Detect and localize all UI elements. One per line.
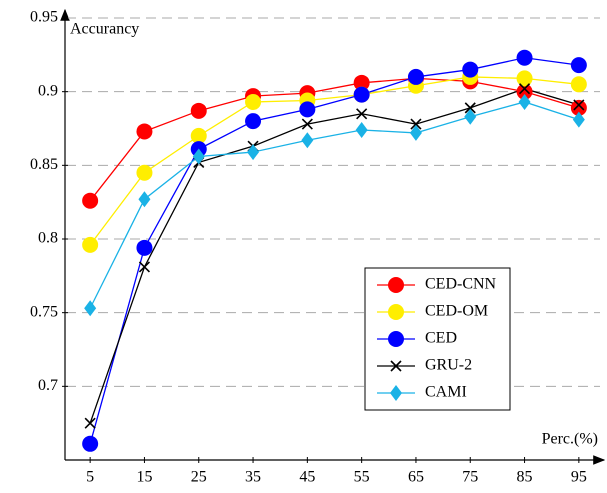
legend-label: CED-CNN bbox=[425, 276, 497, 293]
data-point bbox=[409, 124, 422, 141]
data-point bbox=[82, 192, 99, 209]
x-tick-label: 45 bbox=[299, 469, 315, 486]
legend-marker bbox=[390, 385, 402, 401]
data-point bbox=[247, 144, 260, 161]
data-point bbox=[192, 148, 205, 165]
data-point bbox=[84, 300, 97, 317]
y-axis-label: Accurancy bbox=[70, 21, 139, 38]
data-point bbox=[138, 191, 151, 208]
legend-label: GRU-2 bbox=[425, 357, 472, 374]
data-point bbox=[82, 236, 99, 253]
y-tick-label: 0.75 bbox=[30, 303, 58, 320]
data-point bbox=[572, 111, 585, 128]
legend-label: CAMI bbox=[425, 384, 467, 401]
x-tick-label: 65 bbox=[408, 469, 424, 486]
data-point bbox=[136, 123, 153, 140]
data-point bbox=[353, 86, 370, 103]
data-point bbox=[516, 49, 533, 66]
legend-marker bbox=[388, 331, 404, 347]
data-point bbox=[516, 83, 533, 100]
legend-marker bbox=[388, 304, 404, 320]
data-point bbox=[356, 108, 368, 120]
x-tick-label: 25 bbox=[191, 469, 207, 486]
x-tick-label: 55 bbox=[354, 469, 370, 486]
series-line bbox=[89, 77, 580, 202]
x-tick-label: 5 bbox=[86, 469, 94, 486]
data-point bbox=[462, 61, 479, 78]
y-tick-label: 0.85 bbox=[30, 156, 58, 173]
data-point bbox=[407, 68, 424, 85]
x-tick-label: 75 bbox=[462, 469, 478, 486]
data-point bbox=[82, 435, 99, 452]
data-point bbox=[464, 102, 476, 114]
series-line bbox=[89, 101, 580, 309]
y-tick-label: 0.7 bbox=[38, 377, 58, 394]
series-line bbox=[89, 57, 579, 444]
data-point bbox=[355, 121, 368, 138]
data-point bbox=[299, 101, 316, 118]
data-point bbox=[570, 99, 587, 116]
data-point bbox=[301, 132, 314, 149]
series-line bbox=[89, 88, 580, 424]
x-tick-label: 85 bbox=[517, 469, 533, 486]
x-axis-label: Perc.(%) bbox=[542, 431, 598, 448]
data-point bbox=[573, 99, 585, 111]
data-point bbox=[570, 57, 587, 74]
data-point bbox=[190, 127, 207, 144]
data-point bbox=[136, 239, 153, 256]
series-line bbox=[89, 76, 579, 246]
x-tick-label: 35 bbox=[245, 469, 261, 486]
data-point bbox=[353, 74, 370, 91]
y-tick-label: 0.95 bbox=[30, 9, 58, 26]
data-point bbox=[301, 118, 313, 130]
x-tick-label: 95 bbox=[571, 469, 587, 486]
data-point bbox=[245, 113, 262, 130]
legend-label: CED bbox=[425, 330, 457, 347]
x-tick-label: 15 bbox=[136, 469, 152, 486]
data-point bbox=[518, 93, 531, 110]
data-point bbox=[84, 417, 96, 429]
legend-marker bbox=[388, 277, 404, 293]
y-tick-label: 0.8 bbox=[38, 230, 58, 247]
data-point bbox=[464, 108, 477, 125]
data-point bbox=[136, 164, 153, 181]
data-point bbox=[138, 261, 151, 273]
data-point bbox=[245, 93, 262, 110]
data-point bbox=[190, 102, 207, 119]
legend-label: CED-OM bbox=[425, 303, 488, 320]
data-point bbox=[518, 83, 531, 95]
y-tick-label: 0.9 bbox=[38, 82, 58, 99]
data-point bbox=[410, 118, 422, 130]
data-point bbox=[570, 76, 587, 93]
legend-marker bbox=[390, 360, 402, 372]
data-point bbox=[516, 70, 533, 87]
